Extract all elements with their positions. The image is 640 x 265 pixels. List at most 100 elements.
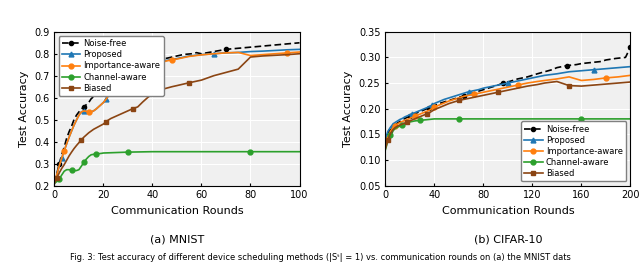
Biased bbox=[403, 120, 411, 123]
Proposed bbox=[479, 87, 487, 90]
Noise-free bbox=[56, 162, 63, 165]
Importance-aware bbox=[445, 99, 453, 103]
Importance-aware bbox=[389, 126, 397, 130]
Importance-aware bbox=[53, 173, 61, 176]
Channel-aware bbox=[406, 120, 413, 123]
Proposed bbox=[445, 96, 453, 99]
Channel-aware bbox=[553, 117, 561, 121]
Channel-aware bbox=[384, 140, 392, 143]
Channel-aware bbox=[416, 119, 424, 122]
Biased bbox=[139, 100, 147, 104]
Line: Proposed: Proposed bbox=[52, 47, 302, 186]
Channel-aware bbox=[426, 118, 433, 121]
Biased bbox=[455, 99, 463, 102]
Biased bbox=[384, 139, 392, 142]
Importance-aware bbox=[399, 120, 406, 123]
Channel-aware bbox=[68, 169, 76, 172]
Noise-free bbox=[87, 97, 95, 100]
Proposed bbox=[494, 83, 502, 87]
Importance-aware bbox=[553, 77, 561, 81]
Proposed bbox=[465, 90, 472, 93]
Channel-aware bbox=[56, 177, 63, 180]
Proposed bbox=[389, 123, 397, 126]
Importance-aware bbox=[416, 113, 424, 116]
Y-axis label: Test Accuracy: Test Accuracy bbox=[19, 70, 29, 147]
Importance-aware bbox=[401, 119, 409, 122]
Line: Biased: Biased bbox=[383, 80, 632, 151]
Importance-aware bbox=[590, 78, 598, 81]
Channel-aware bbox=[198, 150, 205, 153]
Biased bbox=[413, 116, 421, 120]
Biased bbox=[389, 129, 397, 132]
Biased bbox=[426, 111, 433, 114]
Biased bbox=[420, 113, 428, 116]
Biased bbox=[296, 52, 303, 55]
Channel-aware bbox=[100, 151, 108, 154]
Importance-aware bbox=[411, 115, 419, 118]
Importance-aware bbox=[455, 96, 463, 99]
Biased bbox=[435, 106, 443, 109]
Proposed bbox=[614, 66, 622, 69]
Biased bbox=[387, 133, 394, 136]
Biased bbox=[541, 81, 548, 85]
Proposed bbox=[590, 68, 598, 71]
Channel-aware bbox=[90, 153, 97, 156]
Importance-aware bbox=[100, 101, 108, 104]
Proposed bbox=[399, 117, 406, 120]
Noise-free bbox=[65, 130, 73, 133]
Importance-aware bbox=[465, 94, 472, 97]
Biased bbox=[479, 94, 487, 97]
Importance-aware bbox=[381, 143, 389, 146]
Noise-free bbox=[381, 140, 389, 144]
Proposed bbox=[524, 77, 531, 81]
Channel-aware bbox=[455, 117, 463, 121]
Proposed bbox=[394, 119, 401, 122]
Importance-aware bbox=[391, 124, 399, 127]
Noise-free bbox=[296, 41, 303, 44]
Channel-aware bbox=[80, 161, 88, 164]
Biased bbox=[411, 117, 419, 121]
Channel-aware bbox=[271, 150, 279, 153]
Channel-aware bbox=[63, 168, 70, 171]
Noise-free bbox=[408, 113, 416, 116]
Biased bbox=[77, 138, 85, 142]
Channel-aware bbox=[85, 155, 93, 158]
Biased bbox=[90, 128, 97, 131]
Channel-aware bbox=[529, 117, 536, 121]
Biased bbox=[460, 98, 468, 101]
Importance-aware bbox=[384, 135, 392, 138]
Noise-free bbox=[124, 73, 132, 76]
Channel-aware bbox=[627, 117, 634, 121]
Noise-free bbox=[494, 83, 502, 87]
Biased bbox=[445, 102, 453, 105]
Proposed bbox=[440, 98, 448, 101]
Importance-aware bbox=[127, 76, 134, 79]
Proposed bbox=[565, 70, 573, 73]
Biased bbox=[408, 118, 416, 122]
Biased bbox=[391, 126, 399, 129]
Biased bbox=[614, 81, 622, 85]
Proposed bbox=[51, 182, 58, 185]
Biased bbox=[428, 110, 436, 113]
Line: Importance-aware: Importance-aware bbox=[383, 73, 633, 147]
Channel-aware bbox=[394, 126, 401, 129]
Channel-aware bbox=[396, 125, 404, 128]
Biased bbox=[499, 90, 507, 93]
Proposed bbox=[416, 109, 424, 112]
Proposed bbox=[396, 118, 404, 121]
Proposed bbox=[381, 138, 389, 141]
Channel-aware bbox=[602, 117, 610, 121]
Importance-aware bbox=[504, 86, 512, 89]
Noise-free bbox=[72, 114, 80, 117]
Importance-aware bbox=[440, 101, 448, 105]
Biased bbox=[450, 100, 458, 104]
Biased bbox=[553, 80, 561, 83]
Proposed bbox=[139, 68, 147, 71]
Line: Channel-aware: Channel-aware bbox=[52, 149, 302, 186]
Line: Importance-aware: Importance-aware bbox=[52, 50, 302, 186]
Biased bbox=[533, 83, 541, 86]
Channel-aware bbox=[411, 119, 419, 122]
Proposed bbox=[420, 107, 428, 110]
Importance-aware bbox=[423, 110, 431, 113]
Channel-aware bbox=[60, 170, 68, 173]
